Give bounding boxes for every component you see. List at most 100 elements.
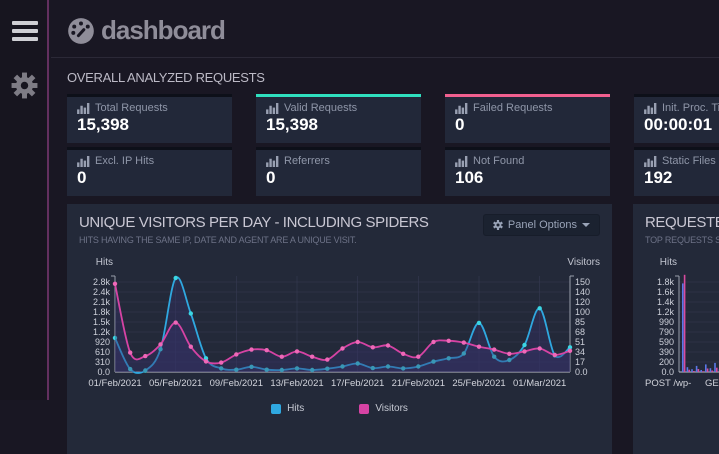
section-title: OVERALL ANALYZED REQUESTS (67, 70, 719, 85)
svg-text:51: 51 (575, 337, 585, 347)
bar-chart-icon (77, 156, 90, 167)
legend-item: Hits (271, 403, 304, 414)
main-content: dashboard OVERALL ANALYZED REQUESTS Tota… (51, 0, 719, 400)
svg-text:100: 100 (575, 307, 590, 317)
stat-value: 00:00:01 (644, 115, 719, 135)
stat-value: 0 (266, 168, 411, 188)
svg-text:Visitors: Visitors (567, 257, 600, 268)
stat-value: 0 (455, 115, 600, 135)
gauge-icon (67, 17, 95, 45)
gear-icon (493, 220, 503, 230)
svg-text:590: 590 (659, 337, 674, 347)
svg-text:GET /wp-: GET /wp- (705, 378, 719, 389)
legend-swatch (359, 404, 369, 414)
caret-down-icon (582, 223, 590, 227)
svg-text:610: 610 (95, 347, 110, 357)
panel-options-label: Panel Options (508, 219, 577, 231)
svg-text:150: 150 (575, 277, 590, 287)
svg-text:120: 120 (575, 297, 590, 307)
svg-text:17: 17 (575, 357, 585, 367)
settings-icon[interactable] (11, 72, 38, 99)
app-header: dashboard (51, 0, 719, 58)
panel-title: REQUESTED FILES (URLS) (645, 214, 719, 231)
svg-text:1.2k: 1.2k (657, 307, 675, 317)
stat-label: Static Files (662, 155, 716, 167)
stat-value: 192 (644, 168, 719, 188)
svg-text:310: 310 (95, 357, 110, 367)
panel-subtitle: TOP REQUESTS SORTED BY HITS [, AVGTS, CU… (645, 235, 719, 245)
svg-text:25/Feb/2021: 25/Feb/2021 (452, 378, 505, 389)
page-title: dashboard (101, 15, 225, 46)
panel-options-button[interactable]: Panel Options (483, 214, 600, 236)
stat-label: Excl. IP Hits (95, 155, 154, 167)
svg-text:34: 34 (575, 347, 585, 357)
panel-requested-files: REQUESTED FILES (URLS) TOP REQUESTS SORT… (633, 204, 719, 454)
stat-value: 15,398 (266, 115, 411, 135)
svg-text:790: 790 (659, 327, 674, 337)
stat-label: Init. Proc. Time (662, 102, 719, 114)
panel-unique-visitors: UNIQUE VISITORS PER DAY - INCLUDING SPID… (67, 204, 612, 454)
bar-chart-icon (77, 103, 90, 114)
bar-chart-icon (644, 103, 657, 114)
brand: dashboard (67, 15, 225, 46)
bar-chart-icon (644, 156, 657, 167)
svg-text:1.6k: 1.6k (657, 287, 675, 297)
bar-chart-icon (266, 156, 279, 167)
svg-text:21/Feb/2021: 21/Feb/2021 (392, 378, 445, 389)
svg-text:2.1k: 2.1k (93, 297, 111, 307)
visitors-chart[interactable]: 2.8k 150 2.4k 140 2.1k 120 1.8k 100 1.5k 85 1.2k 68… (79, 254, 600, 394)
svg-text:17/Feb/2021: 17/Feb/2021 (331, 378, 384, 389)
svg-text:990: 990 (659, 317, 674, 327)
svg-text:0.0: 0.0 (575, 367, 588, 377)
svg-text:01/Feb/2021: 01/Feb/2021 (88, 378, 141, 389)
stat-value: 15,398 (77, 115, 222, 135)
svg-text:1.8k: 1.8k (93, 307, 111, 317)
svg-text:1.4k: 1.4k (657, 297, 675, 307)
bar-chart-icon (455, 103, 468, 114)
legend-item: Visitors (359, 403, 408, 414)
legend-label: Hits (287, 403, 304, 414)
svg-text:0.0: 0.0 (661, 367, 674, 377)
bar-chart-icon (266, 103, 279, 114)
svg-text:1.8k: 1.8k (657, 277, 675, 287)
svg-text:1.2k: 1.2k (93, 327, 111, 337)
svg-text:2.8k: 2.8k (93, 277, 111, 287)
stat-value: 106 (455, 168, 600, 188)
stat-card: Init. Proc. Time00:00:01 (634, 94, 719, 143)
panels-row: UNIQUE VISITORS PER DAY - INCLUDING SPID… (67, 204, 719, 454)
svg-text:390: 390 (659, 347, 674, 357)
svg-text:920: 920 (95, 337, 110, 347)
legend-swatch (271, 404, 281, 414)
svg-text:13/Feb/2021: 13/Feb/2021 (270, 378, 323, 389)
menu-icon[interactable] (12, 21, 38, 41)
svg-text:68: 68 (575, 327, 585, 337)
svg-text:POST /wp-: POST /wp- (645, 378, 691, 389)
svg-text:Hits: Hits (96, 257, 113, 268)
svg-text:140: 140 (575, 287, 590, 297)
requests-chart[interactable]: 1.8k1.6k1.4k1.2k9907905903902000.0HitsPO… (645, 254, 719, 394)
stat-value: 0 (77, 168, 222, 188)
stat-label: Not Found (473, 155, 524, 167)
svg-text:1.5k: 1.5k (93, 317, 111, 327)
legend-label: Visitors (375, 403, 408, 414)
svg-text:85: 85 (575, 317, 585, 327)
svg-text:0.0: 0.0 (97, 367, 110, 377)
svg-text:2.4k: 2.4k (93, 287, 111, 297)
stat-label: Valid Requests (284, 102, 357, 114)
svg-text:200: 200 (659, 357, 674, 367)
svg-text:01/Mar/2021: 01/Mar/2021 (513, 378, 566, 389)
stat-label: Failed Requests (473, 102, 553, 114)
stat-label: Total Requests (95, 102, 168, 114)
panel-subtitle: HITS HAVING THE SAME IP, DATE AND AGENT … (79, 235, 600, 245)
bar-chart-icon (455, 156, 468, 167)
chart-legend: Hits Visitors (79, 403, 600, 414)
svg-text:09/Feb/2021: 09/Feb/2021 (210, 378, 263, 389)
svg-text:05/Feb/2021: 05/Feb/2021 (149, 378, 202, 389)
